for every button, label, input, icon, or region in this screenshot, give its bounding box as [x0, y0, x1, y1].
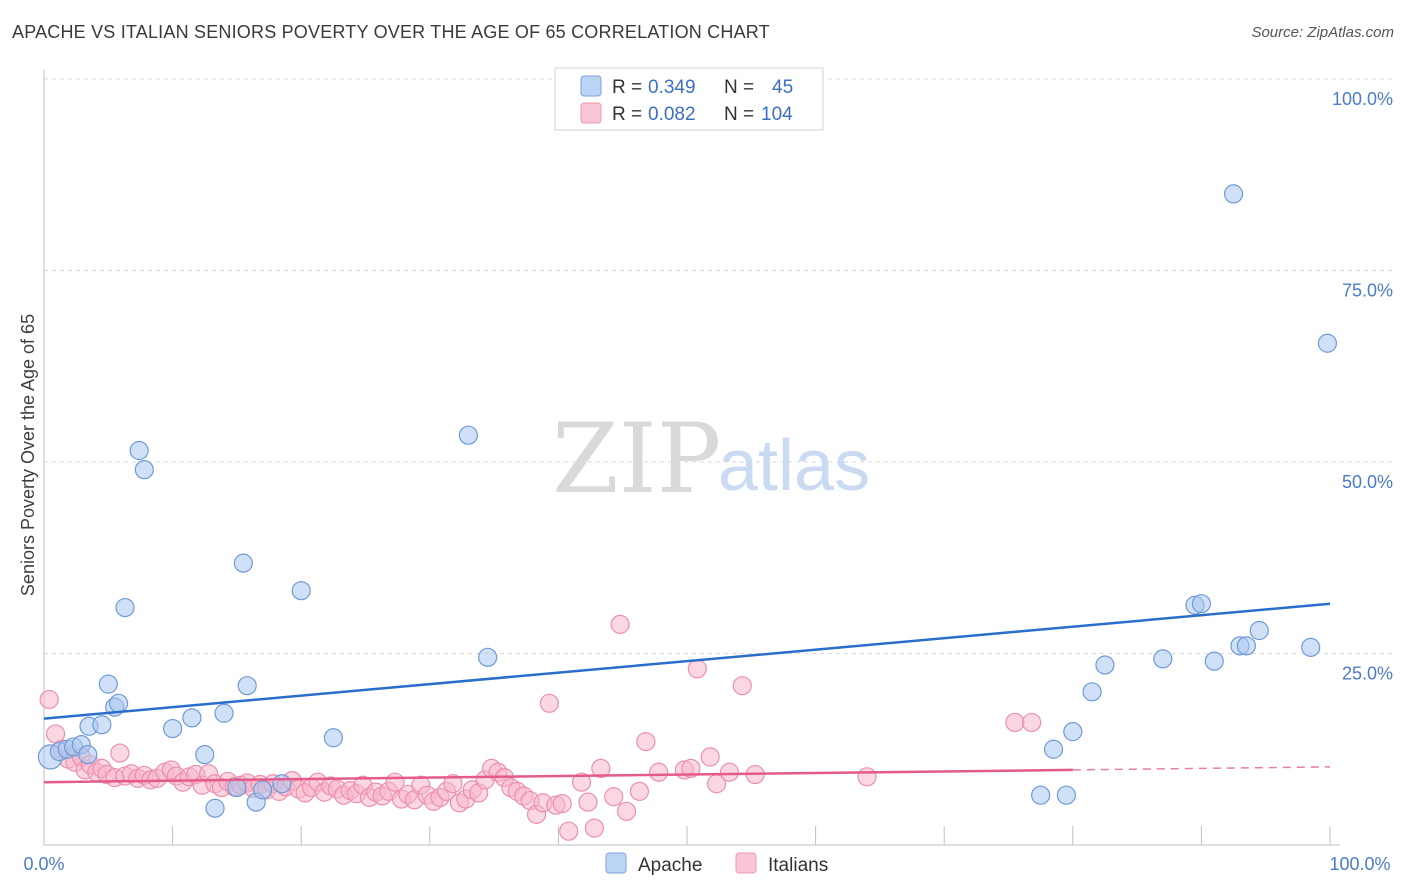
italians-point-12 [110, 743, 130, 763]
italians-point-87 [604, 787, 624, 807]
apache-point-33 [1082, 682, 1102, 702]
italians-point-85 [584, 818, 605, 838]
apache-point-17 [205, 798, 225, 818]
y-tick-label-75: 75.0% [1342, 281, 1393, 301]
italians-point-83 [571, 772, 592, 792]
apache-point-34 [1095, 655, 1115, 675]
chart-source: Source: ZipAtlas.com [1251, 24, 1394, 41]
x-tick-label-min: 0.0% [23, 854, 64, 874]
apache-point-37 [1191, 594, 1212, 614]
italians-point-88 [610, 614, 630, 634]
italians-point-103 [857, 767, 877, 787]
legend-n-label-apache: N = [724, 77, 754, 98]
italians-point-92 [649, 762, 669, 782]
italians-point-91 [636, 731, 656, 752]
y-tick-labels: 25.0% 50.0% 75.0% 100.0% [1332, 89, 1393, 684]
bottom-legend-swatch-apache [605, 852, 627, 874]
apache-point-28 [478, 647, 498, 667]
italians-point-82 [559, 821, 579, 841]
y-tick-label-50: 50.0% [1342, 472, 1393, 492]
italians-point-96 [700, 747, 720, 767]
legend-swatch-italians [580, 102, 602, 124]
apache-point-11 [115, 597, 135, 618]
apache-point-13 [134, 460, 154, 480]
apache-point-35 [1153, 649, 1173, 669]
x-tick-label-max: 100.0% [1329, 854, 1390, 874]
series-legend: Apache Italians [605, 852, 828, 876]
legend-n-italians: 104 [761, 104, 793, 125]
apache-points [37, 184, 1338, 818]
italians-point-89 [616, 801, 637, 821]
apache-point-39 [1223, 184, 1244, 204]
italians-point-99 [732, 676, 752, 696]
apache-point-30 [1043, 739, 1064, 759]
apache-point-29 [1031, 785, 1051, 805]
apache-point-24 [272, 774, 292, 794]
apache-point-19 [227, 777, 247, 798]
y-tick-label-100: 100.0% [1332, 89, 1393, 109]
x-axis-ticks [172, 826, 1331, 845]
apache-point-5 [78, 745, 98, 765]
italians-point-102 [1022, 712, 1042, 733]
apache-point-31 [1056, 785, 1076, 805]
italians-point-98 [719, 762, 740, 782]
bottom-legend-swatch-italians [735, 852, 757, 874]
legend-n-label-italians: N = [724, 104, 754, 125]
apache-point-44 [1317, 333, 1338, 353]
italians-point-90 [629, 781, 650, 801]
apache-point-16 [195, 745, 215, 765]
legend-r-label-italians: R = [612, 104, 642, 125]
apache-point-27 [458, 425, 478, 445]
legend-r-italians: 0.082 [648, 104, 696, 125]
apache-trend-line [43, 602, 1331, 720]
apache-point-10 [108, 693, 129, 713]
watermark-zip: ZIP [552, 403, 721, 515]
legend-swatch-apache [580, 75, 602, 97]
italians-point-86 [591, 758, 611, 779]
apache-point-18 [214, 703, 234, 723]
apache-point-23 [253, 780, 273, 800]
apache-point-32 [1063, 722, 1083, 742]
watermark-atlas: atlas [718, 426, 870, 506]
y-tick-label-25: 25.0% [1342, 664, 1393, 684]
apache-point-25 [291, 581, 311, 601]
italians-point-94 [681, 758, 701, 779]
trend-lines [43, 602, 1331, 784]
italians-trend-line [43, 768, 1073, 784]
italians-point-95 [687, 659, 707, 679]
apache-point-43 [1301, 637, 1321, 657]
legend-r-apache: 0.349 [648, 77, 696, 98]
apache-point-41 [1236, 636, 1257, 656]
apache-point-8 [98, 674, 118, 694]
apache-point-38 [1204, 651, 1224, 671]
apache-point-14 [163, 718, 183, 739]
italians-point-81 [552, 794, 572, 814]
legend-n-apache: 45 [772, 77, 793, 98]
italians-point-84 [578, 792, 598, 812]
bottom-legend-apache: Apache [638, 855, 702, 876]
apache-point-15 [182, 708, 202, 728]
apache-point-20 [233, 553, 253, 573]
chart-title: APACHE VS ITALIAN SENIORS POVERTY OVER T… [12, 22, 770, 42]
y-axis-label: Seniors Poverty Over the Age of 65 [18, 314, 38, 596]
italians-trend-extension [1072, 766, 1331, 771]
apache-point-7 [92, 715, 112, 735]
apache-point-26 [323, 728, 343, 748]
italians-point-0 [39, 689, 59, 710]
legend-r-label-apache: R = [612, 77, 642, 98]
bottom-legend-italians: Italians [768, 855, 828, 876]
italians-points [39, 614, 1042, 841]
watermark: ZIP atlas [552, 403, 870, 515]
apache-point-12 [129, 440, 149, 461]
italians-point-101 [1005, 712, 1025, 733]
italians-point-79 [539, 693, 559, 713]
apache-point-21 [237, 676, 257, 696]
italians-point-64 [443, 774, 463, 794]
correlation-legend: R = 0.349 N = 45 R = 0.082 N = 104 [554, 67, 824, 131]
apache-point-42 [1249, 620, 1269, 641]
